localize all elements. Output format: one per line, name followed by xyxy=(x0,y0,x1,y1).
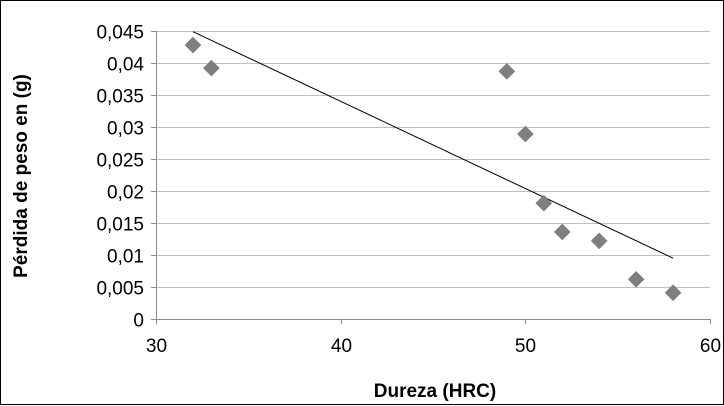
data-point xyxy=(498,62,516,80)
y-tick-label: 0,03 xyxy=(107,119,144,140)
y-axis-title: Pérdida de peso en (g) xyxy=(11,74,32,278)
x-tick-label: 50 xyxy=(515,336,536,357)
y-tick-label: 0,02 xyxy=(107,183,144,204)
x-tick-label: 30 xyxy=(146,336,167,357)
tick-labels: 0 0,005 0,01 0,015 0,02 0,025 0,03 0,035 0,04 0,0… xyxy=(96,23,721,358)
x-tick-label: 40 xyxy=(331,336,352,357)
y-tick-label: 0 xyxy=(133,311,144,332)
data-points xyxy=(184,36,682,302)
x-axis-title: Dureza (HRC) xyxy=(374,381,496,402)
data-point xyxy=(664,284,682,302)
trendline xyxy=(192,31,674,259)
y-tick-label: 0,04 xyxy=(107,55,144,76)
x-tick-label: 60 xyxy=(700,336,721,357)
data-point xyxy=(553,223,571,241)
data-point xyxy=(184,36,202,54)
trendline-group xyxy=(192,31,674,259)
y-tick-label: 0,005 xyxy=(96,279,144,300)
y-tick-label: 0,025 xyxy=(96,151,144,172)
y-tick-label: 0,035 xyxy=(96,87,144,108)
y-tick-label: 0,015 xyxy=(96,215,144,236)
data-point xyxy=(203,59,220,77)
y-tick-label: 0,045 xyxy=(96,23,144,44)
axes xyxy=(151,31,711,324)
data-point xyxy=(627,270,645,288)
gridlines xyxy=(156,31,710,288)
data-point xyxy=(590,232,608,250)
y-tick-label: 0,01 xyxy=(107,247,144,268)
data-point xyxy=(516,125,534,143)
data-point xyxy=(535,194,553,212)
